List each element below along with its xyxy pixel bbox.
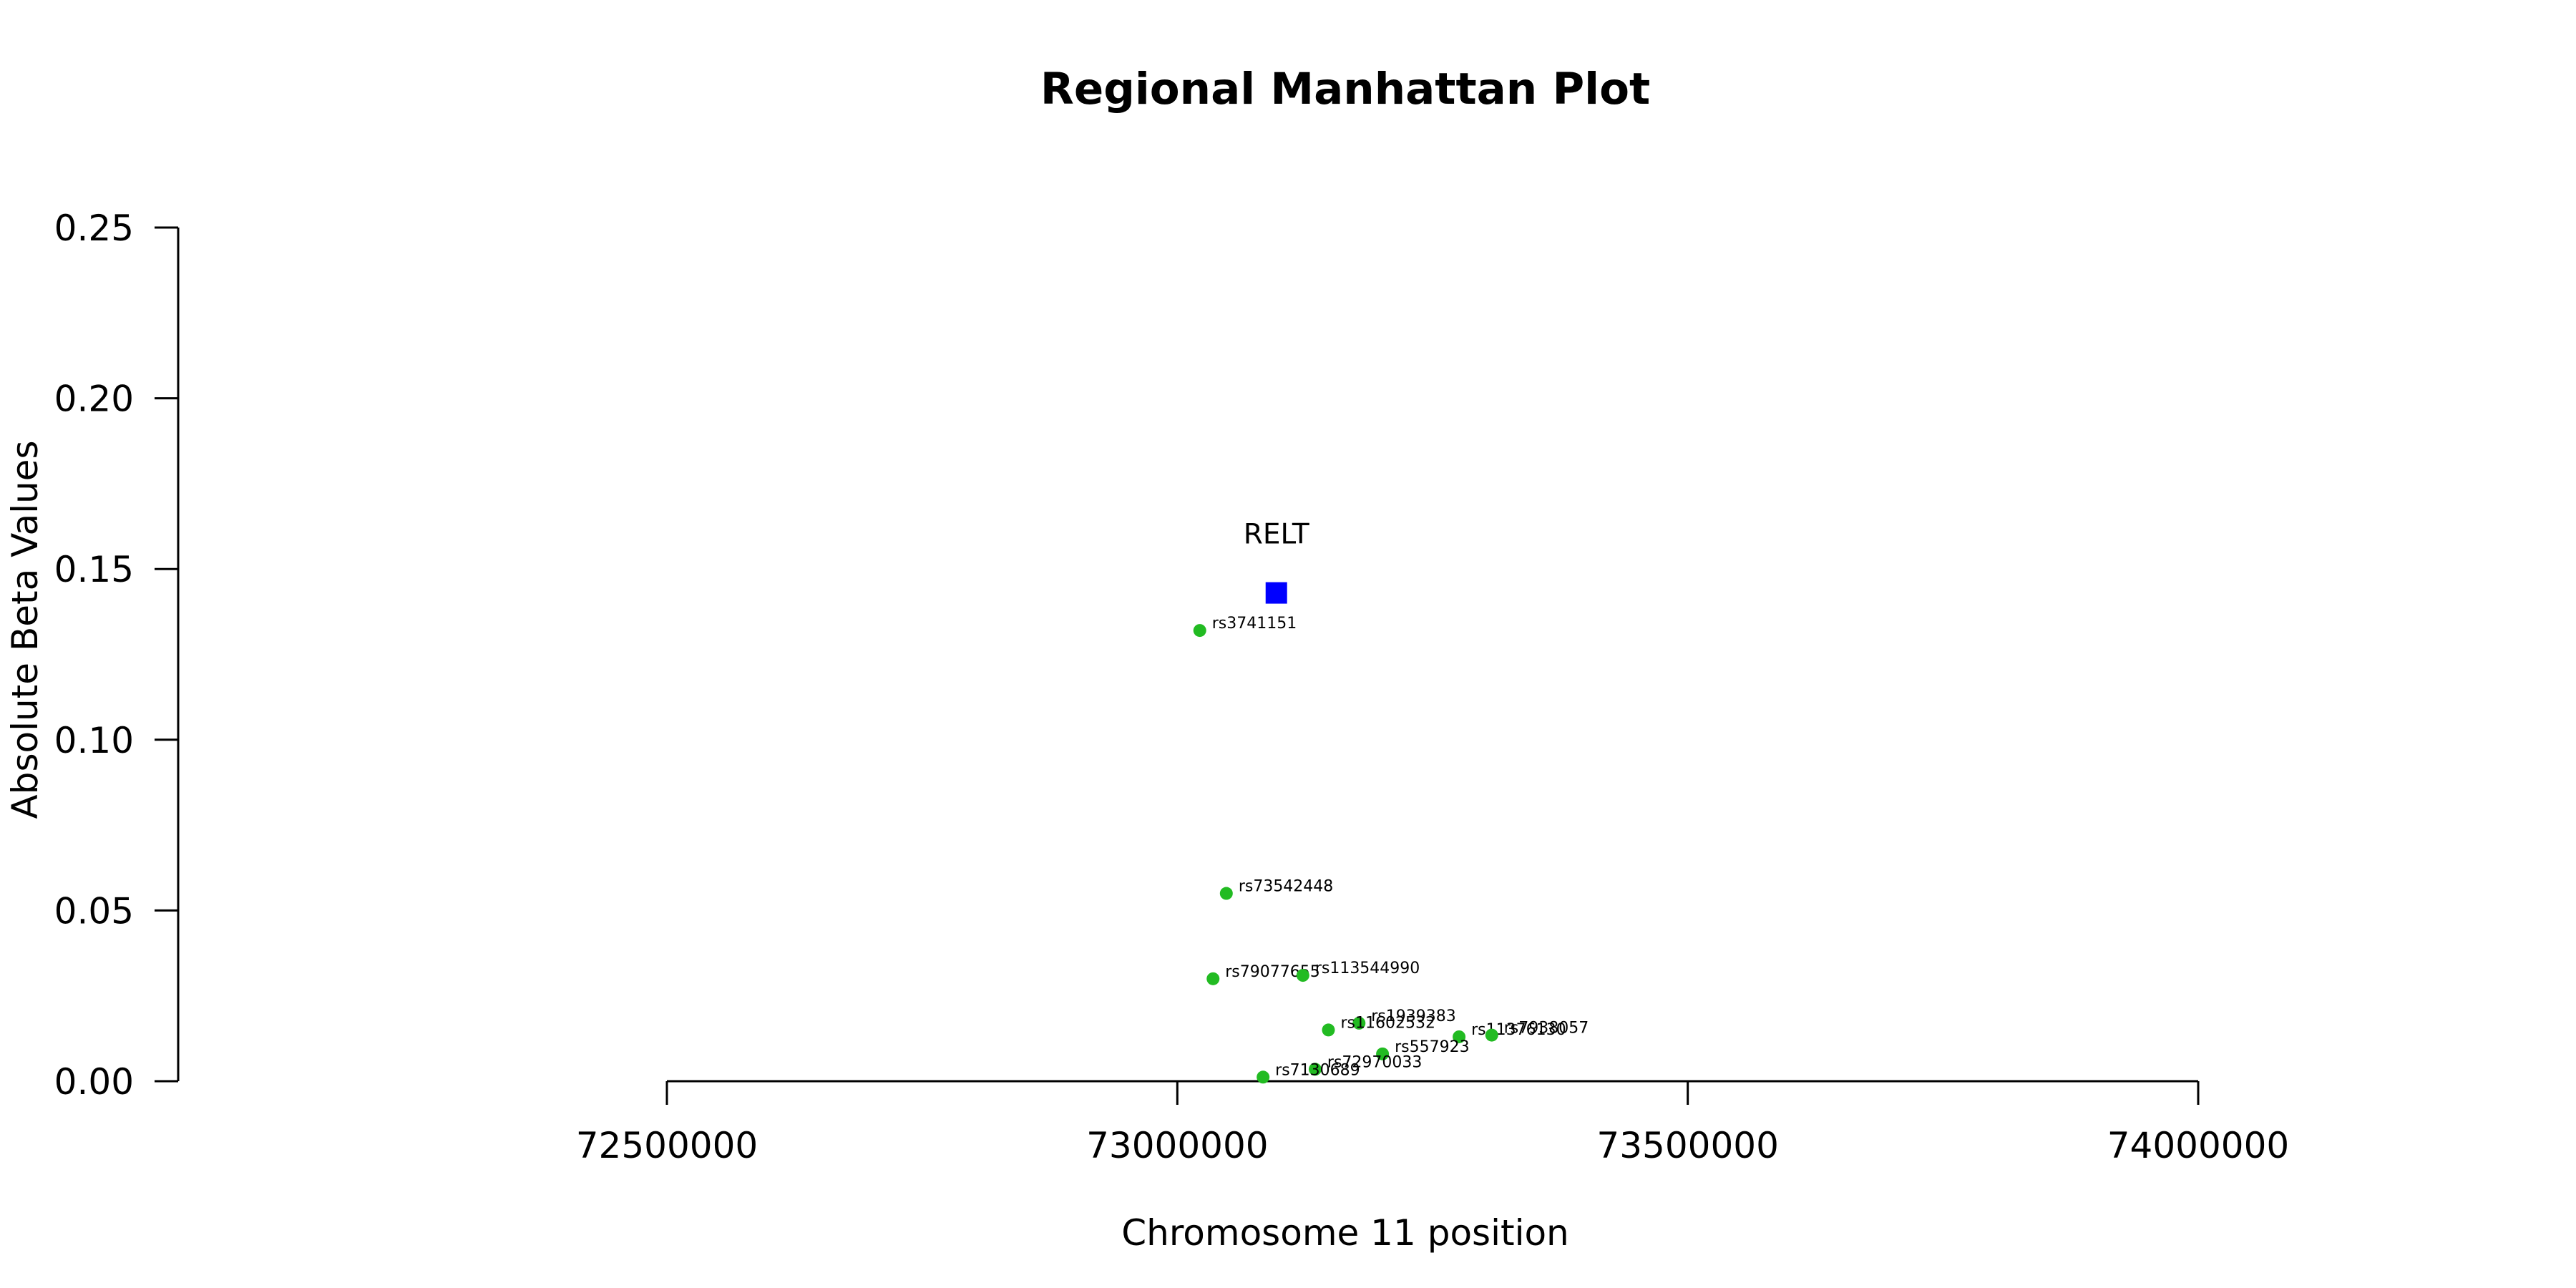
snp-point: [1322, 1023, 1335, 1037]
snp-point: [1219, 887, 1233, 900]
y-tick-label: 0.00: [54, 1061, 134, 1103]
gene-label: RELT: [1244, 519, 1309, 551]
snp-label: rs11602532: [1340, 1014, 1435, 1032]
snp-point: [1193, 624, 1206, 638]
x-tick-label: 73500000: [1596, 1125, 1779, 1166]
snp-label: rs557923: [1395, 1038, 1469, 1056]
snp-point: [1485, 1028, 1498, 1042]
y-axis: 0.00 0.05 0.10 0.15 0.20 0.25: [54, 208, 180, 1103]
snp-label: rs72970033: [1327, 1053, 1422, 1071]
snp-label: rs7130689: [1275, 1061, 1360, 1079]
x-axis: 72500000 73000000 73500000 74000000: [576, 1080, 2290, 1166]
chart-title: Regional Manhattan Plot: [1040, 64, 1650, 114]
data-marks: rs3741151rs73542448rs79077655rs113544990…: [1193, 519, 1589, 1084]
x-axis-label: Chromosome 11 position: [1121, 1212, 1569, 1254]
y-tick-label: 0.25: [54, 208, 134, 249]
y-tick-label: 0.10: [54, 720, 134, 761]
snp-label: rs113544990: [1315, 960, 1420, 977]
x-tick-label: 72500000: [576, 1125, 758, 1166]
y-tick-label: 0.05: [54, 890, 134, 932]
snp-label: rs7938057: [1504, 1020, 1589, 1038]
snp-point: [1296, 969, 1309, 982]
x-tick-label: 73000000: [1086, 1125, 1269, 1166]
snp-point: [1206, 972, 1220, 985]
gene-marker: [1265, 582, 1287, 604]
snp-label: rs73542448: [1239, 878, 1333, 896]
snp-label: rs1939383: [1371, 1008, 1456, 1025]
snp-label: rs3741151: [1212, 615, 1297, 633]
x-tick-label: 74000000: [2107, 1125, 2290, 1166]
snp-point: [1308, 1063, 1322, 1076]
snp-point: [1257, 1070, 1270, 1084]
snp-point: [1376, 1047, 1390, 1060]
y-axis-label: Absolute Beta Values: [4, 441, 46, 819]
y-tick-label: 0.20: [54, 379, 134, 420]
y-tick-label: 0.15: [54, 549, 134, 590]
snp-point: [1352, 1016, 1366, 1030]
snp-point: [1453, 1030, 1466, 1043]
